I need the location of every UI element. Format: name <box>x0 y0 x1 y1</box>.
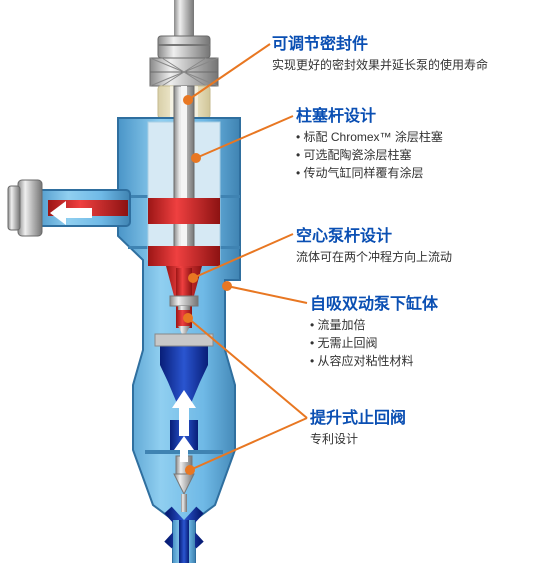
callout-plunger-b3: 传动气缸同样覆有涂层 <box>296 164 443 182</box>
callout-lower-b3: 从容应对粘性材料 <box>310 352 438 370</box>
lower-lip <box>145 450 223 454</box>
callout-poppet-title: 提升式止回阀 <box>310 404 406 428</box>
callout-plunger-title: 柱塞杆设计 <box>296 102 443 126</box>
callout-poppet: 提升式止回阀 专利设计 <box>310 404 406 448</box>
top-nut <box>158 36 210 58</box>
callout-seal: 可调节密封件 实现更好的密封效果并延长泵的使用寿命 <box>272 30 488 74</box>
callout-plunger-b1: 标配 Chromex™ 涂层柱塞 <box>296 128 443 146</box>
callout-poppet-sub: 专利设计 <box>310 430 406 448</box>
mid-collar <box>170 296 198 306</box>
callout-seal-title: 可调节密封件 <box>272 30 488 54</box>
callout-lower-b1: 流量加倍 <box>310 316 438 334</box>
callout-hollow-title: 空心泵杆设计 <box>296 222 452 246</box>
top-shaft <box>174 0 194 36</box>
lower-ring <box>155 334 213 346</box>
side-outlet-fitting <box>8 180 130 236</box>
callout-hollow: 空心泵杆设计 流体可在两个冲程方向上流动 <box>296 222 452 266</box>
callout-lower-b2: 无需止回阀 <box>310 334 438 352</box>
callout-seal-sub: 实现更好的密封效果并延长泵的使用寿命 <box>272 56 488 74</box>
callout-plunger: 柱塞杆设计 标配 Chromex™ 涂层柱塞 可选配陶瓷涂层柱塞 传动气缸同样覆… <box>296 102 443 182</box>
callout-lower: 自吸双动泵下缸体 流量加倍 无需止回阀 从容应对粘性材料 <box>310 290 438 370</box>
pump-cross-section <box>0 0 557 563</box>
callout-lower-title: 自吸双动泵下缸体 <box>310 290 438 314</box>
callout-hollow-sub: 流体可在两个冲程方向上流动 <box>296 248 452 266</box>
adjustable-packing-nut <box>150 58 218 86</box>
callout-plunger-b2: 可选配陶瓷涂层柱塞 <box>296 146 443 164</box>
